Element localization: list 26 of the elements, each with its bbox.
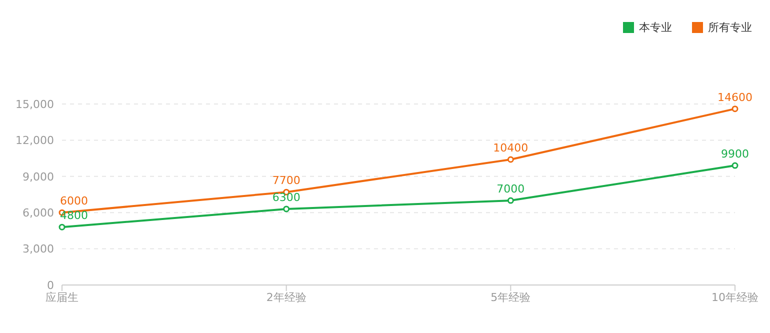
data-label: 10400 <box>493 142 528 155</box>
point <box>58 224 66 230</box>
y-tick-label: 15,000 <box>16 98 54 111</box>
data-label: 7700 <box>272 174 300 188</box>
x-tick-label: 5年经验 <box>490 290 531 304</box>
data-label: 6000 <box>60 194 88 208</box>
point <box>507 197 514 204</box>
data-label: 9900 <box>721 148 749 161</box>
data-label: 6300 <box>272 190 300 204</box>
x-tick-label: 2年经验 <box>266 290 306 304</box>
y-tick-label: 6,000 <box>22 206 54 220</box>
y-tick-label: 3,000 <box>22 242 54 256</box>
point <box>732 106 738 112</box>
data-label: 7000 <box>496 182 525 196</box>
legend-label: 本专业 <box>638 20 672 35</box>
x-tick-label: 应届生 <box>46 290 78 304</box>
point <box>283 206 290 212</box>
y-tick-label: 9,000 <box>22 170 54 184</box>
legend-label: 所有专业 <box>707 20 752 35</box>
point <box>732 162 738 169</box>
point <box>507 156 514 163</box>
x-tick-label: 10年经验 <box>712 290 758 304</box>
y-tick-label: 0 <box>47 278 54 292</box>
data-label: 14600 <box>718 90 752 104</box>
y-tick-label: 12,000 <box>16 134 54 148</box>
data-label: 4800 <box>60 209 88 222</box>
